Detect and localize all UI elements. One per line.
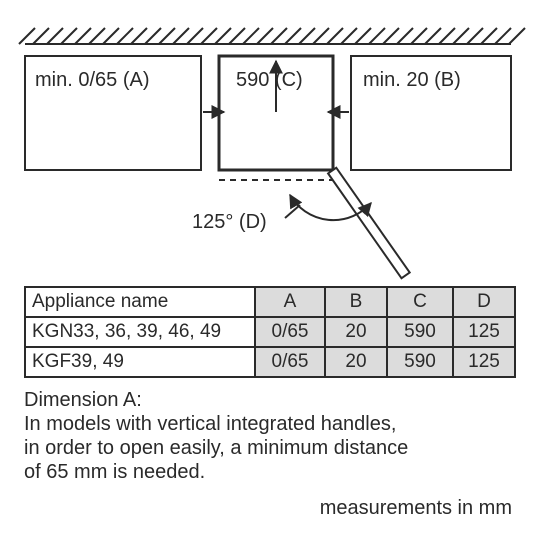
dimension-diagram: min. 0/65 (A) 590 (C) min. 20 (B) 125° (…	[0, 0, 536, 280]
table-row: KGN33, 36, 39, 46, 49 0/65 20 590 125	[25, 317, 515, 347]
footnote-heading: Dimension A:	[24, 388, 516, 412]
footnote-line: of 65 mm is needed.	[24, 460, 516, 484]
col-d: D	[453, 287, 515, 317]
table-header-row: Appliance name A B C D	[25, 287, 515, 317]
col-appliance: Appliance name	[25, 287, 255, 317]
footnote-line: In models with vertical integrated handl…	[24, 412, 516, 436]
wall-hatching	[19, 28, 525, 44]
footnote-line: in order to open easily, a minimum dista…	[24, 436, 516, 460]
table-row: KGF39, 49 0/65 20 590 125	[25, 347, 515, 377]
page-container: min. 0/65 (A) 590 (C) min. 20 (B) 125° (…	[0, 0, 536, 536]
col-c: C	[387, 287, 453, 317]
label-c: 590 (C)	[236, 69, 303, 91]
col-b: B	[325, 287, 387, 317]
door-open-angle	[285, 168, 410, 279]
units-note: measurements in mm	[320, 496, 512, 520]
col-a: A	[255, 287, 325, 317]
label-d: 125° (D)	[192, 211, 267, 233]
dimensions-table: Appliance name A B C D KGN33, 36, 39, 46…	[24, 286, 516, 378]
label-a: min. 0/65 (A)	[35, 69, 149, 91]
footnote-block: Dimension A: In models with vertical int…	[24, 388, 516, 484]
label-b: min. 20 (B)	[363, 69, 461, 91]
